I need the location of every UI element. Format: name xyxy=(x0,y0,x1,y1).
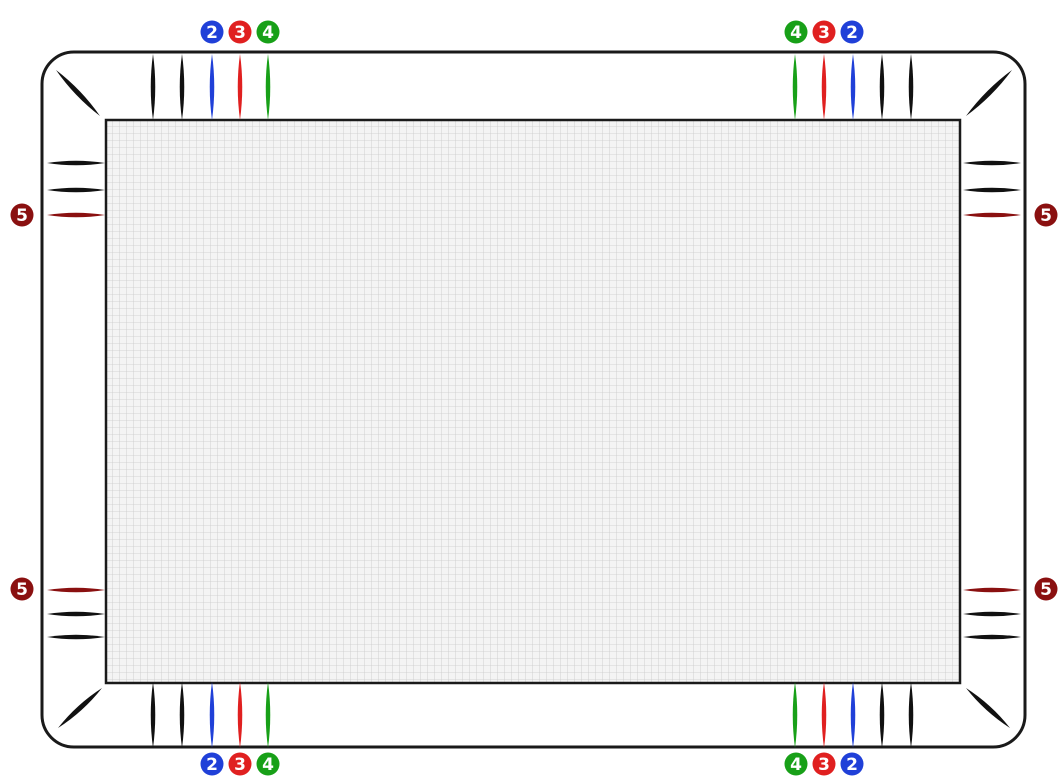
right-upper-marker-2 xyxy=(963,187,1021,193)
badge-label: 5 xyxy=(16,580,28,600)
badge-circle xyxy=(784,752,808,776)
badge-label: 5 xyxy=(16,206,28,226)
bottom-right-marker-5 xyxy=(908,682,914,748)
badge-3: 3 xyxy=(228,752,252,776)
badge-circle xyxy=(1034,203,1058,227)
badge-circle xyxy=(200,752,224,776)
badge-circle xyxy=(840,752,864,776)
right-upper-marker-1 xyxy=(963,160,1021,166)
badge-3: 3 xyxy=(812,20,836,44)
badge-3: 3 xyxy=(812,752,836,776)
grid-panel xyxy=(104,118,962,685)
top-left-marker-5 xyxy=(265,54,271,120)
badge-5: 5 xyxy=(1034,203,1058,227)
badge-3: 3 xyxy=(228,20,252,44)
top-left-marker-4 xyxy=(237,54,243,120)
badge-4: 4 xyxy=(256,20,280,44)
right-lower-marker-1 xyxy=(963,587,1021,593)
badge-label: 5 xyxy=(1040,580,1052,600)
top-right-marker-2 xyxy=(821,54,827,120)
badge-label: 2 xyxy=(206,755,218,775)
left-lower-marker-1 xyxy=(47,587,105,593)
badge-4: 4 xyxy=(256,752,280,776)
bottom-left-marker-5 xyxy=(265,682,271,748)
left-upper-marker-1 xyxy=(47,160,105,166)
badge-label: 4 xyxy=(262,755,274,775)
badge-4: 4 xyxy=(784,752,808,776)
top-right-marker-5 xyxy=(908,54,914,120)
bottom-left-marker-4 xyxy=(237,682,243,748)
badge-circle xyxy=(1034,577,1058,601)
bottom-left-marker-1 xyxy=(150,682,156,748)
badge-circle xyxy=(812,20,836,44)
badge-label: 3 xyxy=(234,23,246,43)
corner-bottom-left-marker xyxy=(58,688,102,728)
badge-circle xyxy=(200,20,224,44)
badge-circle xyxy=(10,577,34,601)
left-lower-marker-3 xyxy=(47,634,105,640)
badge-2: 2 xyxy=(840,752,864,776)
badge-2: 2 xyxy=(200,752,224,776)
badge-5: 5 xyxy=(1034,577,1058,601)
top-right-marker-4 xyxy=(879,54,885,120)
badge-2: 2 xyxy=(200,20,224,44)
left-upper-marker-3 xyxy=(47,212,105,218)
badge-5: 5 xyxy=(10,203,34,227)
badge-circle xyxy=(228,20,252,44)
bottom-right-marker-4 xyxy=(879,682,885,748)
bottom-right-marker-3 xyxy=(850,682,856,748)
left-upper-marker-2 xyxy=(47,187,105,193)
top-right-marker-3 xyxy=(850,54,856,120)
right-upper-marker-3 xyxy=(963,212,1021,218)
badge-5: 5 xyxy=(10,577,34,601)
top-left-marker-1 xyxy=(150,54,156,120)
badge-label: 3 xyxy=(818,23,830,43)
badge-label: 3 xyxy=(818,755,830,775)
corner-top-right-marker xyxy=(966,70,1012,116)
badge-label: 2 xyxy=(846,755,858,775)
badge-label: 5 xyxy=(1040,206,1052,226)
badge-label: 4 xyxy=(790,755,802,775)
badge-label: 2 xyxy=(846,23,858,43)
badge-2: 2 xyxy=(840,20,864,44)
badge-circle xyxy=(228,752,252,776)
corner-bottom-right-marker xyxy=(966,688,1010,728)
badge-label: 3 xyxy=(234,755,246,775)
badge-circle xyxy=(256,752,280,776)
badge-4: 4 xyxy=(784,20,808,44)
top-left-marker-2 xyxy=(179,54,185,120)
badge-circle xyxy=(784,20,808,44)
badge-label: 4 xyxy=(790,23,802,43)
top-right-marker-1 xyxy=(792,54,798,120)
corner-top-left-marker xyxy=(56,70,100,116)
badge-circle xyxy=(10,203,34,227)
badge-label: 2 xyxy=(206,23,218,43)
left-lower-marker-2 xyxy=(47,611,105,617)
outer-frame xyxy=(40,50,1027,749)
badge-circle xyxy=(812,752,836,776)
badge-circle xyxy=(256,20,280,44)
marker-layer xyxy=(47,54,1021,748)
bottom-left-marker-3 xyxy=(209,682,215,748)
bottom-right-marker-2 xyxy=(821,682,827,748)
bottom-left-marker-2 xyxy=(179,682,185,748)
right-lower-marker-2 xyxy=(963,611,1021,617)
badge-label: 4 xyxy=(262,23,274,43)
bottom-right-marker-1 xyxy=(792,682,798,748)
top-left-marker-3 xyxy=(209,54,215,120)
right-lower-marker-3 xyxy=(963,634,1021,640)
badge-circle xyxy=(840,20,864,44)
